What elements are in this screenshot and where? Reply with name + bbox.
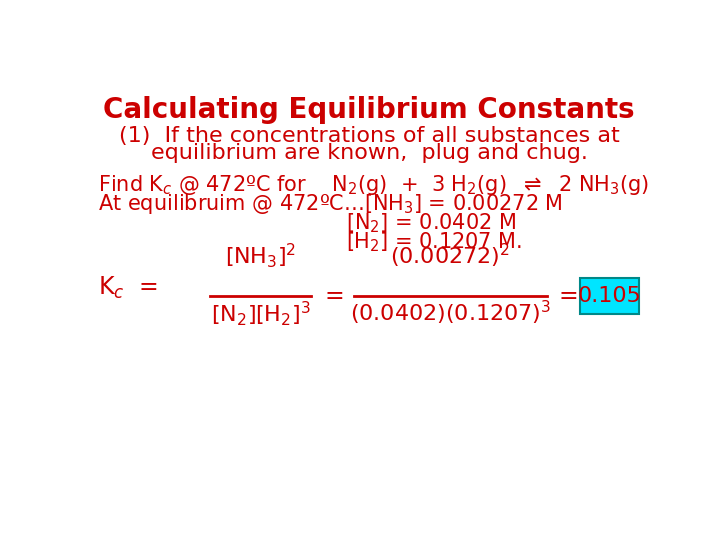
- Text: K$_c$  =: K$_c$ =: [98, 275, 158, 301]
- Text: [N$_2$][H$_2$]$^3$: [N$_2$][H$_2$]$^3$: [211, 299, 310, 328]
- Text: (0.0402)(0.1207)$^3$: (0.0402)(0.1207)$^3$: [350, 299, 551, 327]
- Text: =: =: [324, 284, 344, 308]
- Text: 0.105: 0.105: [577, 286, 642, 306]
- Text: Calculating Equilibrium Constants: Calculating Equilibrium Constants: [103, 96, 635, 124]
- Text: equilibrium are known,  plug and chug.: equilibrium are known, plug and chug.: [150, 143, 588, 163]
- Text: [NH$_3$]$^2$: [NH$_3$]$^2$: [225, 241, 296, 271]
- Text: =: =: [558, 284, 578, 308]
- Text: At equilibruim @ 472ºC$\ldots$[NH$_3$] = 0.00272 M: At equilibruim @ 472ºC$\ldots$[NH$_3$] =…: [98, 192, 562, 216]
- Text: Find K$_c$ @ 472ºC for    N$_2$(g)  +  3 H$_2$(g)  $\rightleftharpoons$  2 NH$_3: Find K$_c$ @ 472ºC for N$_2$(g) + 3 H$_2…: [98, 173, 649, 197]
- FancyBboxPatch shape: [580, 278, 639, 314]
- Text: [H$_2$] = 0.1207 M.: [H$_2$] = 0.1207 M.: [346, 231, 522, 254]
- Text: (1)  If the concentrations of all substances at: (1) If the concentrations of all substan…: [119, 126, 619, 146]
- Text: [N$_2$] = 0.0402 M: [N$_2$] = 0.0402 M: [346, 211, 516, 235]
- Text: (0.00272)$^2$: (0.00272)$^2$: [390, 242, 510, 271]
